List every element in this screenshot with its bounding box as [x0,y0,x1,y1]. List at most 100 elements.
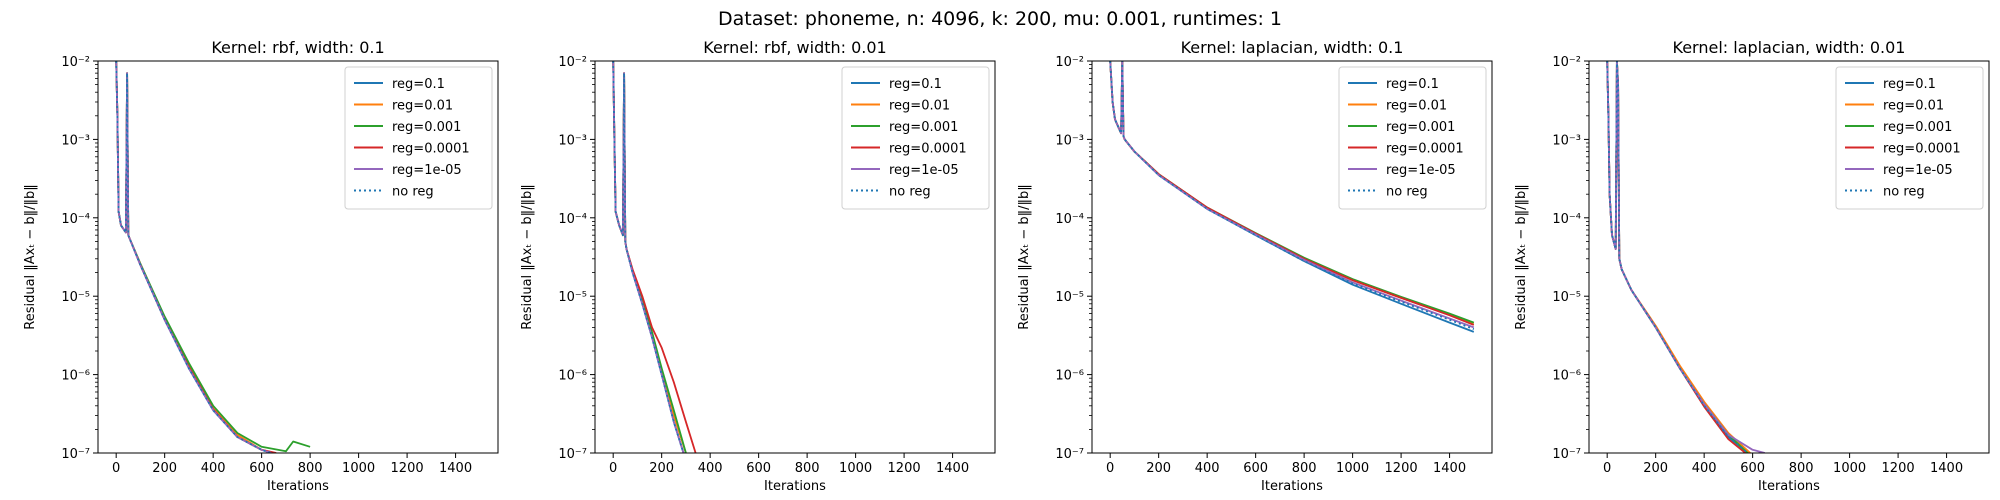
x-tick-label: 800 [795,461,820,476]
legend-entry-label: reg=0.1 [392,77,445,92]
x-tick-label: 1200 [888,461,921,476]
x-tick-label: 1400 [936,461,969,476]
legend-entry-label: no reg [392,185,434,200]
y-tick-label: 10⁻⁴ [61,212,90,227]
x-tick-label: 1000 [839,461,872,476]
legend: reg=0.1 reg=0.01 reg=0.001 reg=0.0001 reg=1e… [1338,66,1487,210]
y-tick-label: 10⁻³ [558,133,587,148]
x-tick-label: 800 [298,461,323,476]
y-tick-label: 10⁻⁷ [1055,447,1084,462]
legend-entry-label: reg=0.1 [889,77,942,92]
x-tick-label: 1200 [1385,461,1418,476]
legend-box [1338,66,1487,210]
subplot-4: Kernel: laplacian, width: 0.01 0 200 400 600… [1514,38,1990,494]
series-line-no-reg [1109,61,1475,330]
x-tick-label: 1400 [1930,461,1963,476]
x-tick-label: 1400 [439,461,472,476]
series-group [612,61,697,453]
legend-entry-label: reg=0.01 [1386,99,1447,114]
x-axis-label: Iterations [267,479,329,494]
legend-entry-label: reg=0.0001 [889,142,967,157]
y-tick-label: 10⁻² [558,55,587,70]
figure-suptitle: Dataset: phoneme, n: 4096, k: 200, mu: 0… [718,8,1282,30]
legend-entry-label: reg=0.0001 [1883,142,1961,157]
legend-entry-label: reg=0.0001 [392,142,470,157]
x-tick-label: 0 [112,461,120,476]
series-group [1109,61,1475,333]
x-tick-label: 1200 [391,461,424,476]
legend-entry-label: reg=0.01 [1883,99,1944,114]
y-tick-label: 10⁻⁵ [558,290,587,305]
legend-entry-label: reg=0.0001 [1386,142,1464,157]
x-tick-label: 600 [249,461,274,476]
subplot-title: Kernel: laplacian, width: 0.1 [1181,38,1404,57]
y-tick-label: 10⁻⁷ [61,447,90,462]
x-tick-label: 400 [1692,461,1717,476]
y-tick-label: 10⁻⁴ [1055,212,1084,227]
legend-entry-label: reg=1e-05 [1386,163,1456,178]
legend-entry-label: reg=0.001 [889,120,958,135]
plot-frame [594,60,996,454]
x-tick-label: 400 [1195,461,1220,476]
legend: reg=0.1 reg=0.01 reg=0.001 reg=0.0001 reg=1e… [1835,66,1984,210]
series-group [115,61,311,453]
legend-entry-label: reg=0.001 [1883,120,1952,135]
legend-entry-label: reg=1e-05 [889,163,959,178]
x-tick-label: 600 [746,461,771,476]
x-tick-label: 800 [1789,461,1814,476]
y-tick-label: 10⁻⁴ [1552,212,1581,227]
x-tick-label: 400 [698,461,723,476]
x-axis-label: Iterations [1758,479,1820,494]
subplot-title: Kernel: rbf, width: 0.01 [703,38,886,57]
subplot-2: Kernel: rbf, width: 0.01 0 200 400 600 800 100… [520,38,996,494]
y-tick-label: 10⁻⁶ [1552,369,1581,384]
series-line-reg-1e-05 [1606,61,1766,453]
x-tick-label: 600 [1243,461,1268,476]
legend: reg=0.1 reg=0.01 reg=0.001 reg=0.0001 reg=1e… [841,66,990,210]
legend-entry-label: no reg [1386,185,1428,200]
x-tick-label: 200 [152,461,177,476]
y-tick-label: 10⁻⁵ [1055,290,1084,305]
y-tick-label: 10⁻³ [61,133,90,148]
x-tick-label: 800 [1292,461,1317,476]
x-tick-label: 200 [1146,461,1171,476]
series-line-no-reg [115,61,272,453]
legend-entry-label: reg=0.01 [392,99,453,114]
series-line-no-reg [1606,61,1749,453]
x-tick-label: 200 [1643,461,1668,476]
y-tick-label: 10⁻⁶ [558,369,587,384]
y-tick-label: 10⁻⁷ [558,447,587,462]
x-tick-label: 1200 [1882,461,1915,476]
x-tick-label: 600 [1740,461,1765,476]
y-tick-label: 10⁻⁴ [558,212,587,227]
y-tick-label: 10⁻⁶ [1055,369,1084,384]
legend-entry-label: reg=1e-05 [1883,163,1953,178]
legend-entry-label: reg=0.001 [392,120,461,135]
y-tick-label: 10⁻⁶ [61,369,90,384]
series-line-reg-1e-05 [612,61,685,453]
x-axis-label: Iterations [764,479,826,494]
y-tick-label: 10⁻² [61,55,90,70]
x-tick-label: 0 [1106,461,1114,476]
x-tick-label: 400 [201,461,226,476]
x-tick-label: 1400 [1433,461,1466,476]
x-tick-label: 1000 [1833,461,1866,476]
subplot-title: Kernel: laplacian, width: 0.01 [1673,38,1906,57]
legend-entry-label: reg=1e-05 [392,163,462,178]
y-axis-label: Residual ‖Axₜ − b‖/‖b‖ [520,184,535,330]
y-tick-label: 10⁻³ [1552,133,1581,148]
subplot-3: Kernel: laplacian, width: 0.1 0 200 400 600 8… [1017,38,1493,494]
y-tick-label: 10⁻⁵ [1552,290,1581,305]
y-tick-label: 10⁻² [1552,55,1581,70]
plot-frame [1091,60,1493,454]
series-group [1606,61,1766,453]
legend: reg=0.1 reg=0.01 reg=0.001 reg=0.0001 reg=1e… [344,66,493,210]
y-axis-label: Residual ‖Axₜ − b‖/‖b‖ [1514,184,1529,330]
legend-entry-label: reg=0.1 [1883,77,1936,92]
y-tick-label: 10⁻³ [1055,133,1084,148]
x-tick-label: 0 [609,461,617,476]
x-tick-label: 200 [649,461,674,476]
plot-frame [1588,60,1990,454]
legend-entry-label: no reg [1883,185,1925,200]
